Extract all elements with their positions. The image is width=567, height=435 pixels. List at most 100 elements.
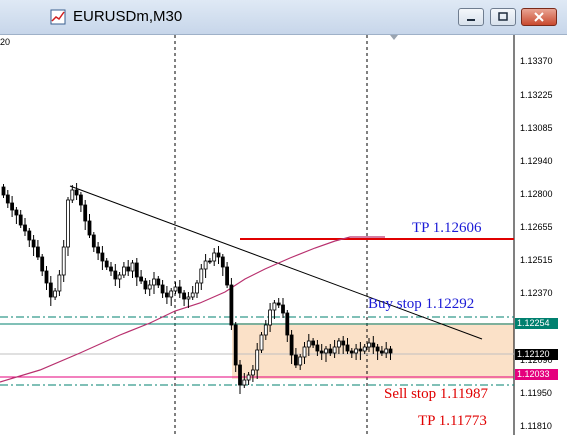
candle-body xyxy=(143,280,148,290)
candle-body xyxy=(345,344,350,352)
candle-body xyxy=(134,262,139,278)
candle-body xyxy=(160,284,165,294)
tp-upper-label: TP 1.12606 xyxy=(412,220,482,236)
candle-body xyxy=(173,286,178,292)
candle-body xyxy=(139,276,144,282)
buy-stop-label: Buy stop 1.12292 xyxy=(368,296,475,312)
candle-body xyxy=(332,346,337,354)
candle-body xyxy=(53,290,57,298)
candle-body xyxy=(182,292,187,300)
candle-body xyxy=(40,256,45,272)
price-tag-lower: 1.12033 xyxy=(515,369,558,380)
candle-body xyxy=(276,302,281,306)
price-scale-label: 1.11950 xyxy=(520,388,552,398)
candle-body xyxy=(268,309,273,326)
chart-window-icon xyxy=(50,9,66,25)
candle-body xyxy=(109,266,113,272)
candle-body xyxy=(31,239,36,248)
candle-body xyxy=(379,350,384,354)
candle-body xyxy=(229,284,234,326)
candle-body xyxy=(298,356,303,366)
chart-shift-marker[interactable] xyxy=(390,35,398,40)
candle-body xyxy=(5,194,10,204)
candle-body xyxy=(195,282,199,294)
price-scale-label: 1.12370 xyxy=(520,288,553,298)
candle-body xyxy=(79,194,83,206)
candle-body xyxy=(177,286,182,294)
candle-body xyxy=(44,270,49,284)
candle-body xyxy=(190,292,195,298)
candle-body xyxy=(328,348,333,354)
candle-body xyxy=(126,266,131,272)
candle-body xyxy=(285,312,290,336)
candle-body xyxy=(349,350,354,354)
candle-body xyxy=(18,214,23,226)
candle-body xyxy=(212,252,217,262)
candle-body xyxy=(130,262,135,272)
candle-body xyxy=(388,348,393,354)
price-scale-label: 1.12655 xyxy=(520,222,553,232)
candle-body xyxy=(113,270,118,280)
price-scale-label: 1.12940 xyxy=(520,156,553,166)
candle-body xyxy=(199,268,204,284)
price-tag-upper: 1.12254 xyxy=(515,318,558,329)
candle-body xyxy=(238,364,242,386)
candle-body xyxy=(358,348,363,352)
candle-body xyxy=(246,374,251,381)
candle-body xyxy=(27,230,32,241)
price-scale-label: 1.13085 xyxy=(520,123,553,133)
minimize-icon xyxy=(467,19,475,21)
close-icon xyxy=(534,12,544,22)
price-scale-label: 1.13370 xyxy=(520,56,553,66)
candle-body xyxy=(263,324,268,336)
candle-body xyxy=(203,260,208,270)
trend-line xyxy=(69,185,483,340)
maximize-button[interactable] xyxy=(490,8,516,26)
chart-canvas[interactable] xyxy=(0,35,567,435)
price-tag-current: 1.12120 xyxy=(515,349,558,360)
candle-body xyxy=(289,334,294,356)
candle-body xyxy=(371,342,376,348)
close-button[interactable] xyxy=(521,8,557,26)
candle-body xyxy=(100,252,105,262)
candle-body xyxy=(61,246,66,276)
candle-body xyxy=(91,234,96,248)
maximize-icon xyxy=(498,12,508,21)
moving-average-line xyxy=(0,236,385,383)
candle-body xyxy=(362,346,367,352)
candle-body xyxy=(152,278,156,286)
candle-body xyxy=(315,344,320,352)
candle-body xyxy=(10,202,15,211)
candle-body xyxy=(367,342,371,348)
price-scale-label: 1.12515 xyxy=(520,255,553,265)
candle-body xyxy=(293,354,298,366)
candle-body xyxy=(74,189,79,196)
candle-body xyxy=(319,350,324,354)
window-title: EURUSDm,M30 xyxy=(73,8,183,25)
candle-body xyxy=(186,296,191,300)
price-scale-label: 1.12800 xyxy=(520,189,553,199)
candle-body xyxy=(164,292,169,298)
candle-body xyxy=(225,266,230,286)
minimize-button[interactable] xyxy=(458,8,484,26)
candle-body xyxy=(207,260,212,263)
candle-body xyxy=(220,256,225,268)
candle-body xyxy=(169,290,174,298)
candle-body xyxy=(311,340,316,346)
candle-body xyxy=(117,274,122,280)
candle-body xyxy=(57,274,62,292)
price-scale-label: 1.12090 xyxy=(520,355,553,365)
candle-body xyxy=(104,260,109,268)
candle-body xyxy=(302,346,307,358)
price-chart[interactable]: 20 1.13370 1.13225 1.13085 1.12940 1.128… xyxy=(0,35,567,435)
candle-body xyxy=(216,252,221,258)
candle-body xyxy=(96,246,100,254)
candle-body xyxy=(36,246,40,258)
candle-body xyxy=(242,379,247,386)
candle-body xyxy=(336,340,341,348)
candle-body xyxy=(23,224,27,232)
candle-body xyxy=(156,278,161,286)
candle-body xyxy=(70,189,75,201)
candle-body xyxy=(48,282,53,298)
candle-body xyxy=(306,340,311,348)
